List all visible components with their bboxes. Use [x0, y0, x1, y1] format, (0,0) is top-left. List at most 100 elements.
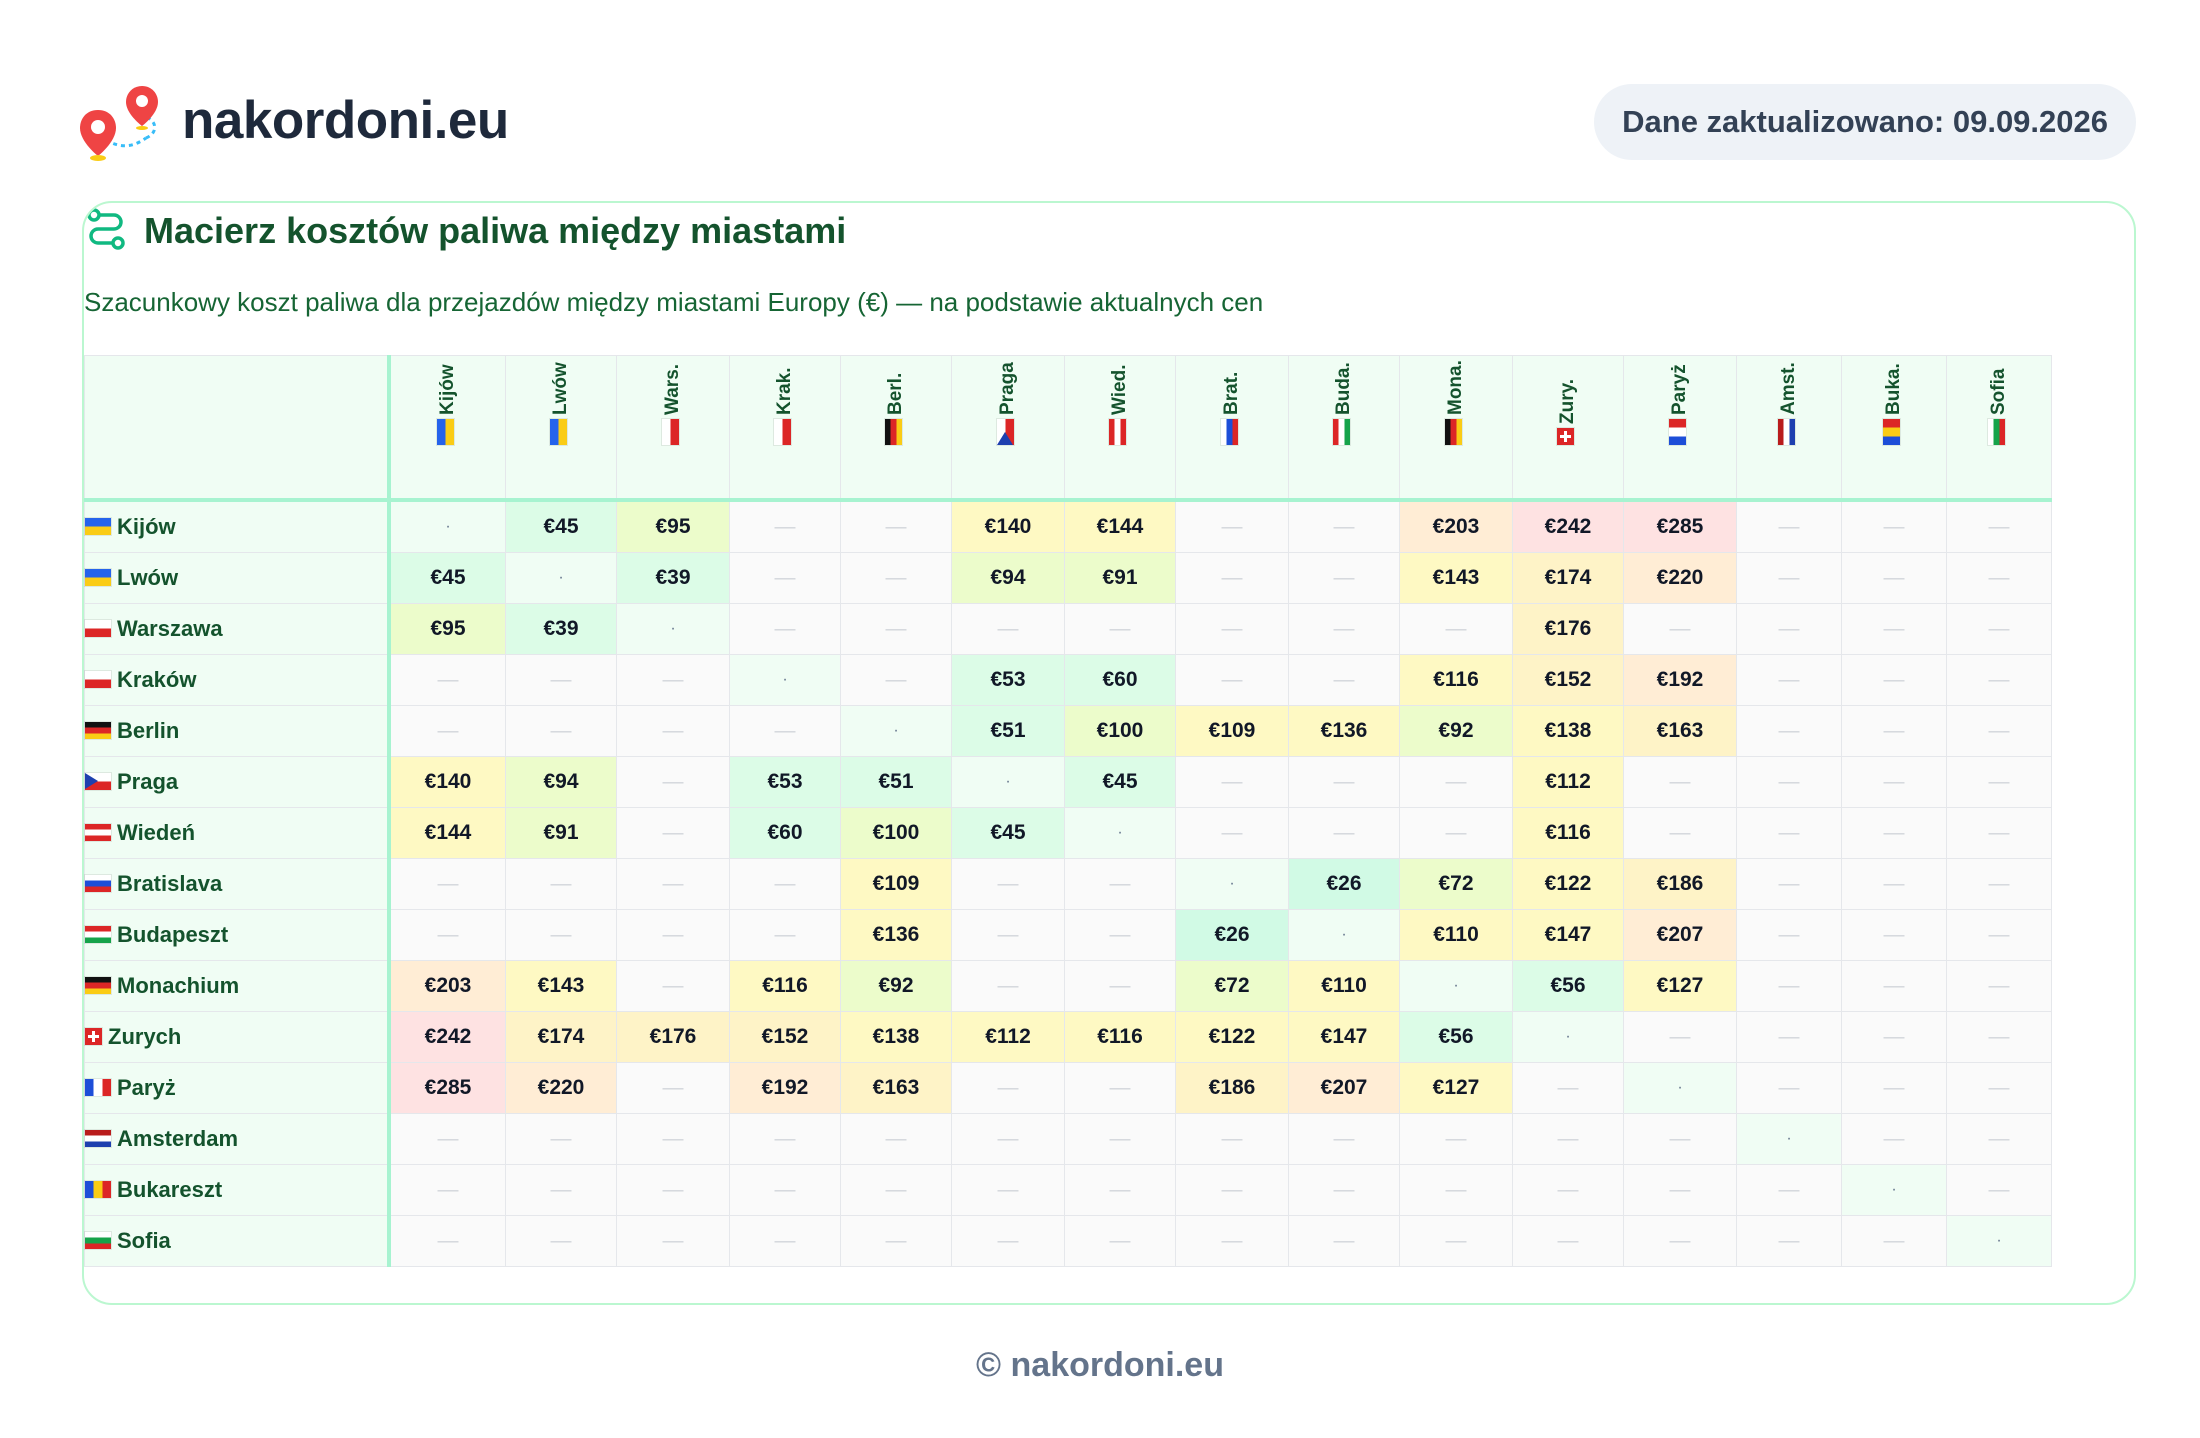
matrix-cell-empty: —: [729, 499, 841, 553]
column-header-row: Kijów Lwów Wars. Krak. Berl. Praga Wied. Brat. B…: [84, 355, 2052, 502]
row-header-text: Lwów: [117, 565, 179, 590]
matrix-cell-value: €51: [951, 705, 1065, 757]
matrix-cell-empty: —: [616, 1113, 730, 1165]
flag-de-icon: [85, 721, 111, 739]
flag-hu-icon: [85, 925, 111, 943]
matrix-row: Berlin — — — — · €51 €100 €109 €136 €92 €138 €163— — —: [84, 705, 2052, 757]
row-header: Bukareszt: [84, 1164, 391, 1216]
matrix-cell-empty: —: [1736, 858, 1842, 910]
matrix-cell-empty: —: [505, 858, 617, 910]
row-header: Berlin: [84, 705, 391, 757]
matrix-cell-empty: —: [388, 1113, 506, 1165]
matrix-cell-empty: —: [729, 909, 841, 961]
row-header: Paryż: [84, 1062, 391, 1114]
matrix-cell-value: €60: [729, 807, 841, 859]
matrix-cell-value: €207: [1288, 1062, 1400, 1114]
matrix-cell-value: €92: [840, 960, 952, 1012]
matrix-row: Amsterdam — — — — — — — — — — — — · — —: [84, 1113, 2052, 1165]
matrix-cell-empty: —: [1512, 1164, 1624, 1216]
column-header-text: Lwów: [550, 362, 571, 415]
matrix-cell-diagonal: ·: [1841, 1164, 1947, 1216]
matrix-cell-empty: —: [1841, 499, 1947, 553]
matrix-cell-empty: —: [729, 1164, 841, 1216]
flag-de-icon: [885, 419, 903, 445]
matrix-cell-value: €136: [840, 909, 952, 961]
matrix-cell-value: €152: [1512, 654, 1624, 706]
matrix-cell-empty: —: [1623, 1011, 1737, 1063]
flag-pl-icon: [774, 419, 792, 445]
matrix-cell-empty: —: [951, 909, 1065, 961]
matrix-cell-empty: —: [1623, 1164, 1737, 1216]
matrix-cell-diagonal: ·: [1623, 1062, 1737, 1114]
matrix-cell-empty: —: [1736, 756, 1842, 808]
matrix-cell-empty: —: [1841, 552, 1947, 604]
column-header-label: Berl.: [885, 373, 907, 445]
matrix-cell-empty: —: [951, 1062, 1065, 1114]
matrix-cell-empty: —: [1399, 603, 1513, 655]
column-header-label: Krak.: [774, 367, 796, 445]
matrix-cell-empty: —: [1512, 1113, 1624, 1165]
row-header: Wiedeń: [84, 807, 391, 859]
matrix-cell-value: €91: [505, 807, 617, 859]
matrix-row: Bukareszt — — — — — — — — — — — — — · —: [84, 1164, 2052, 1216]
row-header-text: Kraków: [117, 667, 197, 692]
brand-name[interactable]: nakordoni.eu: [182, 91, 509, 150]
fuel-cost-matrix: Kijów Lwów Wars. Krak. Berl. Praga Wied. Brat. B…: [84, 355, 2052, 1267]
matrix-cell-empty: —: [1175, 1215, 1289, 1267]
matrix-cell-empty: —: [616, 1164, 730, 1216]
column-header-text: Wied.: [1109, 364, 1130, 416]
column-header-2: Lwów: [505, 355, 617, 502]
matrix-cell-value: €186: [1175, 1062, 1289, 1114]
column-header-label: Kijów: [437, 364, 459, 445]
matrix-cell-value: €203: [388, 960, 506, 1012]
matrix-cell-empty: —: [1736, 1215, 1842, 1267]
flag-ro-icon: [1883, 419, 1901, 445]
matrix-cell-diagonal: ·: [840, 705, 952, 757]
matrix-cell-empty: —: [840, 603, 952, 655]
matrix-cell-empty: —: [1064, 1113, 1176, 1165]
row-header: Kijów: [84, 499, 391, 553]
map-pin-route-icon: [80, 86, 158, 161]
matrix-cell-value: €112: [951, 1011, 1065, 1063]
card-subtitle: Szacunkowy koszt paliwa dla przejazdów m…: [84, 287, 1264, 317]
matrix-cell-empty: —: [1175, 807, 1289, 859]
matrix-cell-empty: —: [1736, 1011, 1842, 1063]
matrix-cell-value: €94: [505, 756, 617, 808]
matrix-cell-value: €192: [729, 1062, 841, 1114]
matrix-cell-empty: —: [388, 1215, 506, 1267]
matrix-cell-value: €45: [1064, 756, 1176, 808]
row-header: Praga: [84, 756, 391, 808]
matrix-cell-value: €127: [1623, 960, 1737, 1012]
matrix-cell-empty: —: [1399, 1215, 1513, 1267]
matrix-cell-value: €220: [1623, 552, 1737, 604]
matrix-cell-empty: —: [1175, 654, 1289, 706]
matrix-cell-empty: —: [1841, 1113, 1947, 1165]
matrix-cell-empty: —: [1946, 807, 2052, 859]
matrix-cell-value: €53: [951, 654, 1065, 706]
matrix-cell-empty: —: [1288, 499, 1400, 553]
matrix-cell-empty: —: [1175, 1113, 1289, 1165]
matrix-cell-empty: —: [1841, 858, 1947, 910]
matrix-cell-diagonal: ·: [1946, 1215, 2052, 1267]
matrix-cell-value: €207: [1623, 909, 1737, 961]
matrix-cell-empty: —: [1064, 960, 1176, 1012]
page-header: nakordoni.eu Dane zaktualizowano: 09.09.…: [80, 82, 2136, 162]
matrix-cell-empty: —: [1175, 756, 1289, 808]
matrix-cell-diagonal: ·: [1175, 858, 1289, 910]
matrix-cell-empty: —: [840, 1215, 952, 1267]
column-header-label: Mona.: [1445, 360, 1467, 445]
matrix-cell-value: €163: [1623, 705, 1737, 757]
card-title: Macierz kosztów paliwa między miastami: [144, 210, 847, 251]
matrix-cell-empty: —: [388, 909, 506, 961]
matrix-cell-empty: —: [729, 1215, 841, 1267]
matrix-cell-empty: —: [1841, 1011, 1947, 1063]
matrix-cell-value: €136: [1288, 705, 1400, 757]
matrix-cell-empty: —: [1736, 960, 1842, 1012]
row-header: Sofia: [84, 1215, 391, 1267]
flag-bg-icon: [1988, 419, 2006, 445]
matrix-cell-diagonal: ·: [1512, 1011, 1624, 1063]
matrix-cell-value: €116: [1512, 807, 1624, 859]
column-header-15: Sofia: [1946, 355, 2052, 502]
matrix-cell-value: €110: [1288, 960, 1400, 1012]
matrix-body: Kijów · €45 €95— — €140 €144— — €203 €242 €285— — — L…: [84, 499, 2052, 1267]
